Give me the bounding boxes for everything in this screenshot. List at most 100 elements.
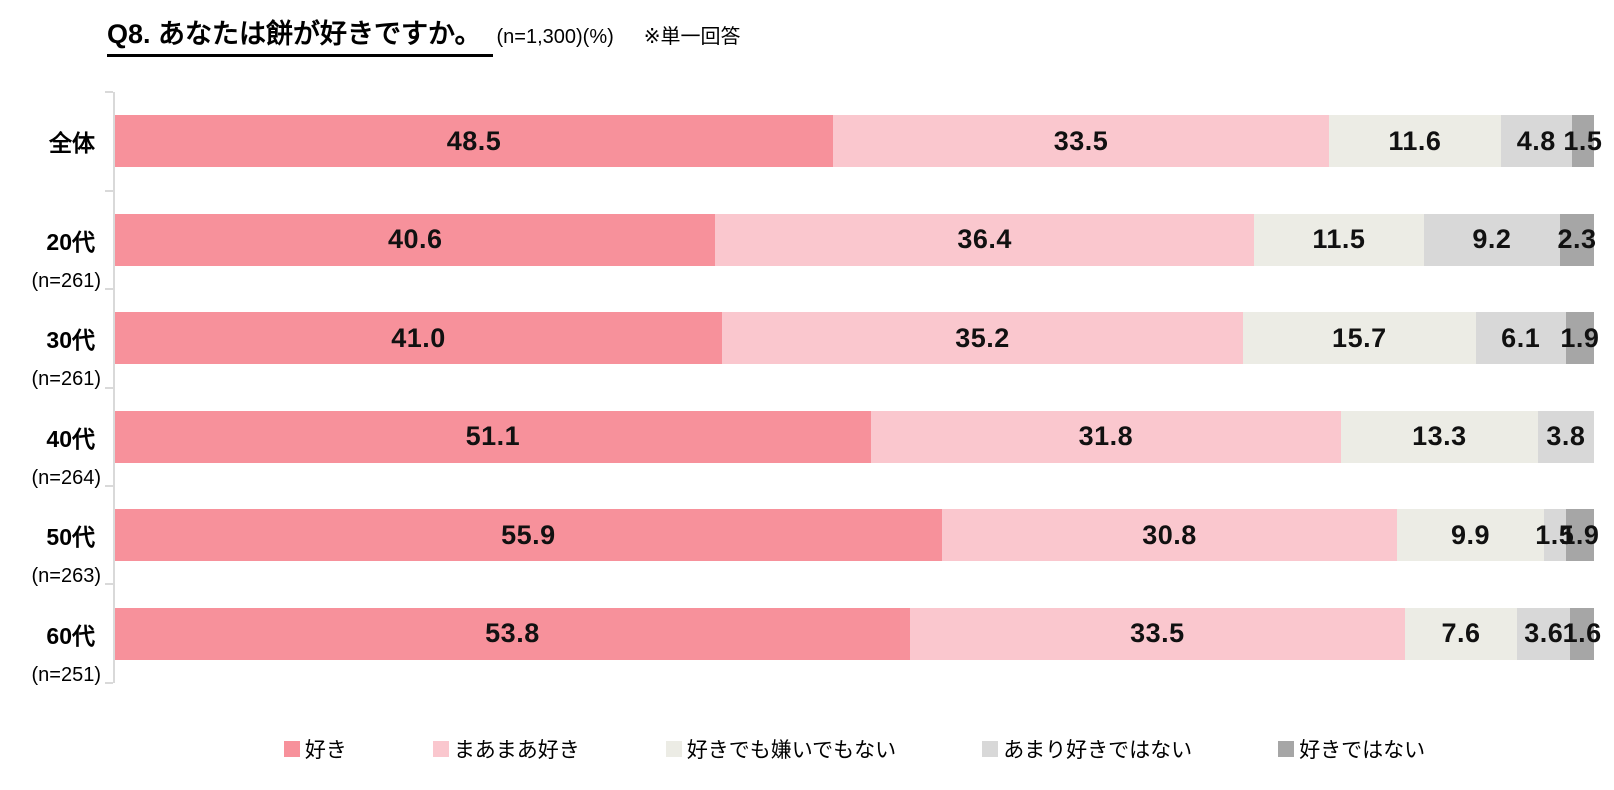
legend-item: 好きではない: [1278, 734, 1425, 764]
bar-value-label: 36.4: [957, 224, 1012, 255]
axis-tick: [105, 91, 113, 93]
category-labels: 全体 20代 (n=261) 30代 (n=261) 40代 (n=264) 50代 (n=26…: [0, 92, 105, 686]
bar-value-label: 1.5: [1563, 125, 1603, 156]
bar-row: 48.5 33.5 11.6 4.8 1.5: [115, 92, 1602, 191]
bar-value-label: 9.9: [1450, 519, 1490, 550]
legend-label: まあまあ好き: [453, 739, 580, 762]
bar-segment: 6.1: [1475, 312, 1566, 365]
legend-swatch: [1278, 741, 1295, 757]
legend: 好き まあまあ好き 好きでも嫌いでもない あまり好きではない 好きではない: [115, 734, 1594, 764]
y-axis-line: [113, 92, 115, 683]
bar-segment: 11.6: [1328, 115, 1501, 168]
category-label: 20代: [46, 228, 95, 255]
legend-item: 好き: [283, 734, 347, 764]
category-label: 50代: [46, 524, 95, 551]
legend-label: 好きではない: [1299, 739, 1426, 762]
bar-value-label: 11.6: [1388, 125, 1442, 156]
legend-label: あまり好きではない: [1003, 739, 1193, 762]
bar-segment: 41.0: [115, 312, 722, 365]
legend-item: あまり好きではない: [982, 734, 1192, 764]
axis-tick: [105, 485, 113, 487]
bar-segment: 55.9: [115, 509, 942, 562]
category-n-label: (n=261): [31, 269, 102, 292]
axis-ticks: [105, 91, 113, 684]
bar-row: 41.0 35.2 15.7 6.1 1.9: [115, 289, 1599, 388]
bar-segment: 33.5: [833, 115, 1329, 168]
legend-item: 好きでも嫌いでもない: [665, 734, 897, 764]
stacked-bar: 55.9 30.8 9.9 1.5 1.9: [115, 509, 1599, 562]
bar-segment: 13.3: [1341, 410, 1538, 463]
category-n-label: (n=261): [31, 368, 102, 391]
category-row: 20代 (n=261): [0, 191, 105, 292]
bar-value-label: 40.6: [387, 224, 443, 255]
bar-value-label: 6.1: [1501, 322, 1541, 353]
legend-swatch: [982, 741, 999, 757]
bar-segment: 30.8: [941, 509, 1398, 562]
axis-tick: [105, 287, 113, 290]
category-row: 30代 (n=261): [0, 289, 105, 391]
bar-segment: 1.9: [1560, 312, 1599, 365]
bar-value-label: 3.8: [1546, 421, 1586, 452]
bar-value-label: 30.8: [1142, 519, 1197, 550]
axis-tick: [105, 386, 113, 389]
legend-item: まあまあ好き: [432, 734, 580, 764]
bar-segment: 1.6: [1563, 607, 1601, 660]
stacked-bar: 53.8 33.5 7.6 3.6 1.6: [115, 607, 1601, 660]
legend-swatch: [283, 741, 300, 757]
bar-value-label: 9.2: [1472, 224, 1512, 255]
legend-label: 好き: [304, 739, 347, 762]
bar-segment: 1.9: [1560, 509, 1599, 562]
single-answer-note: ※単一回答: [643, 26, 741, 48]
category-row: 全体: [0, 92, 105, 191]
bar-segment: 1.5: [1535, 509, 1574, 562]
category-n-label: (n=263): [31, 565, 102, 588]
bar-segment: 36.4: [715, 213, 1254, 266]
bar-value-label: 7.6: [1441, 618, 1481, 649]
bar-segment: 53.8: [115, 607, 910, 660]
bar-value-label: 48.5: [446, 125, 502, 156]
category-n-label: (n=264): [31, 466, 102, 489]
bar-value-label: 1.5: [1535, 519, 1575, 550]
legend-label: 好きでも嫌いでもない: [686, 739, 897, 762]
bar-value-label: 11.5: [1312, 224, 1366, 255]
bar-segment: 35.2: [721, 312, 1244, 365]
category-label: 60代: [46, 622, 95, 649]
question-title: Q8. あなたは餅が好きですか。: [107, 12, 494, 57]
bar-rows: 48.5 33.5 11.6 4.8 1.5 40.6 36.4 11.5 9.2 2.3 41.0…: [115, 92, 1602, 684]
category-label: 30代: [46, 327, 95, 354]
bar-value-label: 1.9: [1560, 322, 1600, 353]
bar-row: 51.1 31.8 13.3 3.8: [115, 388, 1594, 487]
bar-segment: 3.6: [1517, 607, 1571, 660]
bar-value-label: 51.1: [465, 421, 521, 452]
bar-segment: 33.5: [909, 607, 1405, 660]
bar-value-label: 33.5: [1130, 618, 1185, 649]
axis-tick: [105, 189, 113, 192]
category-label: 40代: [46, 425, 95, 452]
bar-value-label: 31.8: [1078, 421, 1134, 452]
bar-row: 53.8 33.5 7.6 3.6 1.6: [115, 585, 1601, 684]
bar-value-label: 33.5: [1053, 125, 1109, 156]
bar-segment: 3.8: [1537, 410, 1594, 463]
sample-size-note: (n=1,300)(%): [496, 26, 614, 48]
category-row: 60代 (n=251): [0, 585, 105, 686]
bar-value-label: 3.6: [1524, 618, 1564, 649]
category-label: 全体: [49, 130, 95, 157]
category-row: 40代 (n=264): [0, 388, 105, 489]
bar-segment: 40.6: [115, 213, 716, 266]
bar-value-label: 1.9: [1560, 519, 1600, 550]
bar-segment: 51.1: [115, 410, 871, 463]
category-n-label: (n=251): [31, 663, 102, 686]
bar-row: 55.9 30.8 9.9 1.5 1.9: [115, 486, 1599, 585]
bar-segment: 2.3: [1557, 213, 1597, 266]
bar-segment: 1.5: [1563, 115, 1602, 168]
bar-value-label: 35.2: [955, 322, 1010, 353]
bar-value-label: 2.3: [1557, 224, 1597, 255]
stacked-bar: 48.5 33.5 11.6 4.8 1.5: [115, 115, 1602, 168]
stacked-bar: 41.0 35.2 15.7 6.1 1.9: [115, 312, 1599, 365]
bar-segment: 48.5: [115, 115, 834, 168]
bar-segment: 9.2: [1423, 213, 1560, 266]
stacked-bar: 40.6 36.4 11.5 9.2 2.3: [115, 213, 1597, 266]
stacked-bar: 51.1 31.8 13.3 3.8: [115, 410, 1594, 463]
chart-title: Q8. あなたは餅が好きですか。 (n=1,300)(%) ※単一回答: [107, 12, 741, 57]
